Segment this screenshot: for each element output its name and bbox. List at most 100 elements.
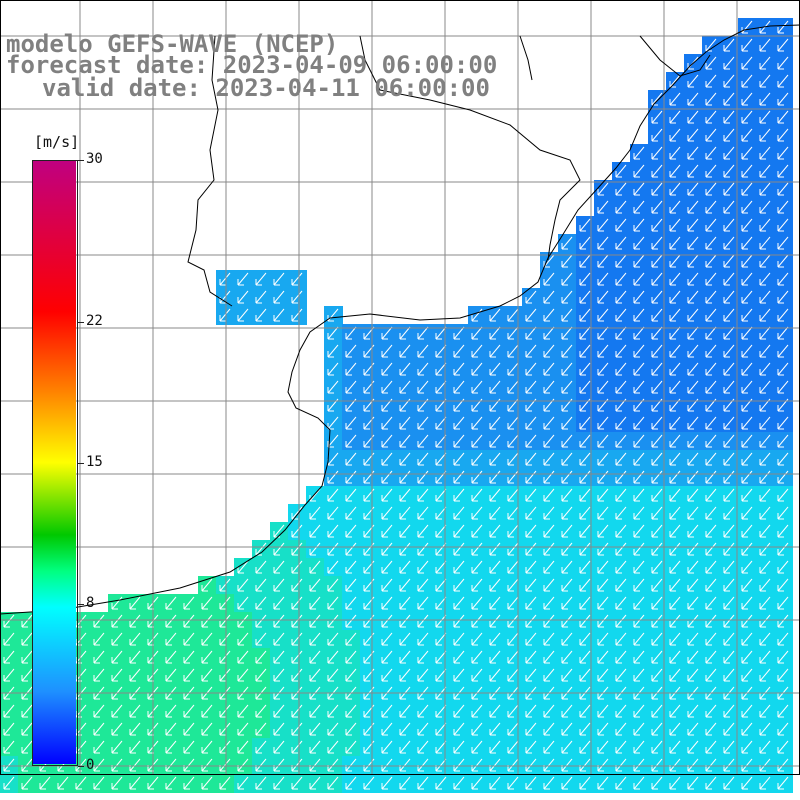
wind-cell bbox=[450, 720, 469, 739]
wind-arrow bbox=[597, 704, 609, 718]
wind-cell bbox=[738, 576, 757, 595]
wind-cell bbox=[774, 414, 793, 433]
wind-cell bbox=[774, 630, 793, 649]
wind-cell bbox=[288, 666, 307, 685]
wind-arrow bbox=[309, 632, 321, 646]
wind-arrow bbox=[309, 668, 321, 682]
wind-cell bbox=[468, 612, 487, 631]
wind-cell bbox=[432, 342, 451, 361]
wind-arrow bbox=[687, 74, 699, 88]
wind-arrow bbox=[381, 524, 393, 538]
wind-cell bbox=[720, 198, 739, 217]
wind-cell bbox=[756, 432, 775, 451]
wind-cell bbox=[720, 36, 739, 55]
wind-cell bbox=[108, 720, 127, 739]
wind-arrow bbox=[777, 362, 789, 376]
wind-cell bbox=[738, 630, 757, 649]
wind-cell bbox=[270, 720, 289, 739]
wind-cell bbox=[702, 216, 721, 235]
wind-cell bbox=[432, 540, 451, 559]
wind-cell bbox=[594, 594, 613, 613]
wind-arrow bbox=[597, 542, 609, 556]
wind-cell bbox=[378, 342, 397, 361]
wind-cell bbox=[630, 432, 649, 451]
wind-cell bbox=[630, 702, 649, 721]
wind-arrow bbox=[579, 596, 591, 610]
wind-arrow bbox=[741, 362, 753, 376]
wind-cell bbox=[324, 774, 343, 793]
wind-arrow bbox=[615, 200, 627, 214]
wind-cell bbox=[522, 630, 541, 649]
wind-cell bbox=[738, 504, 757, 523]
wind-cell bbox=[234, 666, 253, 685]
wind-arrow bbox=[165, 740, 177, 754]
wind-cell bbox=[774, 162, 793, 181]
wind-arrow bbox=[723, 38, 735, 52]
wind-cell bbox=[594, 414, 613, 433]
wind-cell bbox=[738, 126, 757, 145]
wind-arrow bbox=[633, 524, 645, 538]
wind-cell bbox=[774, 234, 793, 253]
wind-arrow bbox=[597, 740, 609, 754]
wind-cell bbox=[702, 306, 721, 325]
wind-arrow bbox=[579, 254, 591, 268]
wind-cell bbox=[342, 450, 361, 469]
wind-cell bbox=[324, 648, 343, 667]
colorbar-units: [m/s] bbox=[34, 133, 80, 151]
wind-cell bbox=[684, 198, 703, 217]
wind-cell bbox=[432, 666, 451, 685]
wind-cell bbox=[396, 414, 415, 433]
wind-arrow bbox=[597, 506, 609, 520]
wind-arrow bbox=[345, 614, 357, 628]
wind-arrow bbox=[489, 434, 501, 448]
wind-cell bbox=[594, 522, 613, 541]
wind-cell bbox=[396, 396, 415, 415]
wind-cell bbox=[630, 270, 649, 289]
wind-arrow bbox=[543, 272, 555, 286]
wind-arrow bbox=[705, 290, 717, 304]
wind-cell bbox=[684, 306, 703, 325]
wind-cell bbox=[396, 324, 415, 343]
wind-arrow bbox=[687, 722, 699, 736]
wind-arrow bbox=[417, 326, 429, 340]
wind-cell bbox=[432, 630, 451, 649]
wind-arrow bbox=[435, 434, 447, 448]
wind-cell bbox=[504, 648, 523, 667]
wind-arrow bbox=[291, 560, 303, 574]
wind-arrow bbox=[417, 722, 429, 736]
wind-cell bbox=[738, 468, 757, 487]
wind-cell bbox=[738, 288, 757, 307]
wind-arrow bbox=[417, 632, 429, 646]
wind-cell bbox=[108, 702, 127, 721]
wind-cell bbox=[630, 522, 649, 541]
wind-arrow bbox=[435, 560, 447, 574]
wind-arrow bbox=[651, 506, 663, 520]
wind-arrow bbox=[561, 434, 573, 448]
wind-arrow bbox=[723, 128, 735, 142]
wind-arrow bbox=[723, 614, 735, 628]
wind-cell bbox=[360, 360, 379, 379]
wind-arrow bbox=[435, 668, 447, 682]
wind-cell bbox=[576, 342, 595, 361]
wind-cell bbox=[594, 234, 613, 253]
wind-arrow bbox=[561, 596, 573, 610]
wind-cell bbox=[684, 594, 703, 613]
wind-cell bbox=[612, 306, 631, 325]
wind-cell bbox=[594, 342, 613, 361]
wind-arrow bbox=[525, 308, 537, 322]
wind-arrow bbox=[597, 632, 609, 646]
wind-cell bbox=[360, 396, 379, 415]
wind-arrow bbox=[633, 452, 645, 466]
wind-cell bbox=[702, 108, 721, 127]
wind-cell bbox=[684, 486, 703, 505]
wind-cell bbox=[630, 360, 649, 379]
wind-arrow bbox=[345, 344, 357, 358]
wind-arrow bbox=[291, 272, 303, 286]
wind-arrow bbox=[399, 596, 411, 610]
wind-cell bbox=[540, 360, 559, 379]
wind-arrow bbox=[327, 470, 339, 484]
wind-cell bbox=[378, 450, 397, 469]
wind-cell bbox=[450, 594, 469, 613]
wind-cell bbox=[720, 702, 739, 721]
wind-arrow bbox=[741, 326, 753, 340]
